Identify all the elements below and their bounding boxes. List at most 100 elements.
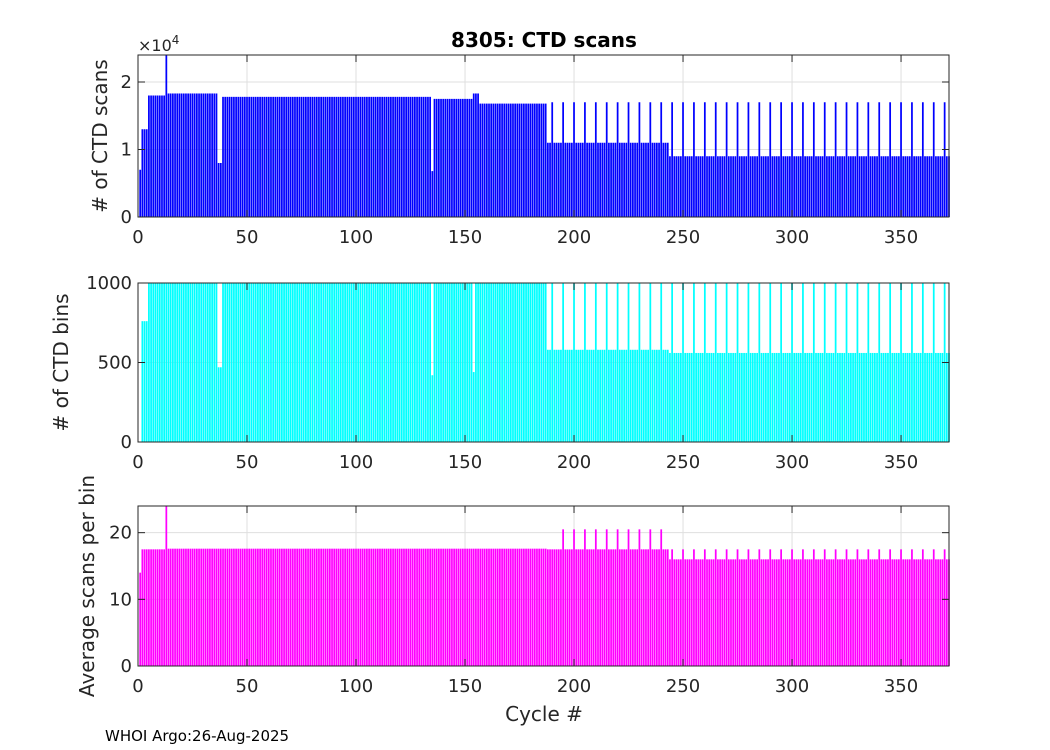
bar-cycle-35: Cycle 35: 17.6 xyxy=(213,548,216,666)
bar-cycle-336: Cycle 336: 16 xyxy=(869,559,872,666)
bar-cycle-195: Cycle 195: 17000 xyxy=(562,102,564,217)
bar-cycle-50: Cycle 50: 1000 xyxy=(246,283,248,442)
y-tick-label: 10 xyxy=(109,589,132,610)
bar-cycle-137: Cycle 137: 17.6 xyxy=(435,548,438,666)
bar-cycle-307: Cycle 307: 16 xyxy=(806,559,809,666)
bar-cycle-179: Cycle 179: 1000 xyxy=(527,283,530,442)
bar-cycle-142: Cycle 142: 17500 xyxy=(446,98,449,218)
bar-cycle-189: Cycle 189: 580 xyxy=(549,349,551,442)
bar-cycle-358: Cycle 358: 9000 xyxy=(917,156,920,217)
bar-cycle-301: Cycle 301: 16 xyxy=(793,559,796,666)
bar-cycle-179: Cycle 179: 17.6 xyxy=(527,548,530,666)
bar-cycle-169: Cycle 169: 17.6 xyxy=(505,548,508,666)
bar-cycle-312: Cycle 312: 9000 xyxy=(817,156,820,217)
bar-cycle-183: Cycle 183: 1000 xyxy=(536,283,538,442)
bar-cycle-208: Cycle 208: 11000 xyxy=(590,142,593,217)
bar-cycle-52: Cycle 52: 17.6 xyxy=(250,548,253,666)
bar-cycle-53: Cycle 53: 17800 xyxy=(252,96,255,217)
bar-cycle-168: Cycle 168: 16800 xyxy=(503,103,506,217)
bar-cycle-122: Cycle 122: 17800 xyxy=(403,96,405,217)
bar-cycle-162: Cycle 162: 1000 xyxy=(490,283,493,442)
bar-cycle-281: Cycle 281: 9000 xyxy=(749,156,752,217)
bar-cycle-71: Cycle 71: 17.6 xyxy=(291,548,294,666)
bar-cycle-224: Cycle 224: 11000 xyxy=(625,142,628,217)
bar-cycle-30: Cycle 30: 18300 xyxy=(202,93,205,217)
bar-cycle-99: Cycle 99: 17.6 xyxy=(352,548,355,666)
bar-cycle-53: Cycle 53: 17.6 xyxy=(252,548,255,666)
bar-cycle-194: Cycle 194: 17.5 xyxy=(560,549,562,666)
bar-cycle-112: Cycle 112: 17.6 xyxy=(381,548,384,666)
x-tick-label: 100 xyxy=(339,452,373,473)
bar-cycle-17: Cycle 17: 1000 xyxy=(174,283,176,442)
bar-cycle-75: Cycle 75: 17800 xyxy=(300,96,303,217)
bar-cycle-348: Cycle 348: 560 xyxy=(895,352,898,442)
bar-cycle-14: Cycle 14: 17.6 xyxy=(167,548,170,666)
bar-cycle-178: Cycle 178: 16800 xyxy=(525,103,527,217)
bar-cycle-10: Cycle 10: 17.5 xyxy=(158,549,161,666)
bar-cycle-3: Cycle 3: 13000 xyxy=(143,129,146,217)
bar-cycle-295: Cycle 295: 17.5 xyxy=(780,549,782,666)
bar-cycle-332: Cycle 332: 9000 xyxy=(860,156,863,217)
bar-cycle-170: Cycle 170: 1000 xyxy=(507,283,510,442)
bar-cycle-228: Cycle 228: 17.5 xyxy=(634,549,636,666)
bar-cycle-306: Cycle 306: 9000 xyxy=(804,156,806,217)
bar-cycle-355: Cycle 355: 17000 xyxy=(911,102,913,217)
bar-cycle-279: Cycle 279: 9000 xyxy=(745,156,748,217)
bar-cycle-337: Cycle 337: 16 xyxy=(871,559,874,666)
bar-cycle-301: Cycle 301: 560 xyxy=(793,352,796,442)
bar-cycle-64: Cycle 64: 17800 xyxy=(276,96,279,217)
bar-cycle-201: Cycle 201: 17.5 xyxy=(575,549,578,666)
bar-cycle-105: Cycle 105: 17.6 xyxy=(366,548,368,666)
bar-cycle-95: Cycle 95: 1000 xyxy=(344,283,346,442)
bar-cycle-356: Cycle 356: 560 xyxy=(913,352,915,442)
bar-cycle-308: Cycle 308: 16 xyxy=(808,559,811,666)
bar-cycle-253: Cycle 253: 16 xyxy=(688,559,691,666)
bar-cycle-127: Cycle 127: 17800 xyxy=(414,96,416,217)
bar-cycle-316: Cycle 316: 9000 xyxy=(826,156,828,217)
bar-cycle-230: Cycle 230: 1000 xyxy=(638,283,641,442)
bar-cycle-342: Cycle 342: 560 xyxy=(882,352,885,442)
bar-cycle-267: Cycle 267: 9000 xyxy=(719,156,721,217)
bar-cycle-217: Cycle 217: 11000 xyxy=(610,142,612,217)
bar-cycle-93: Cycle 93: 17800 xyxy=(339,96,342,217)
bar-cycle-104: Cycle 104: 1000 xyxy=(363,283,366,442)
bar-cycle-317: Cycle 317: 9000 xyxy=(828,156,830,217)
bar-cycle-272: Cycle 272: 560 xyxy=(730,352,732,442)
bar-cycle-153: Cycle 153: 17500 xyxy=(470,98,473,218)
bar-cycle-141: Cycle 141: 17.6 xyxy=(444,548,447,666)
bar-cycle-130: Cycle 130: 17.6 xyxy=(420,548,423,666)
bar-cycle-255: Cycle 255: 1000 xyxy=(693,283,695,442)
bar-cycle-76: Cycle 76: 17.6 xyxy=(302,548,305,666)
bar-cycle-292: Cycle 292: 560 xyxy=(773,352,776,442)
bar-cycle-21: Cycle 21: 17.6 xyxy=(182,548,185,666)
bar-cycle-140: Cycle 140: 1000 xyxy=(442,283,445,442)
bar-cycle-212: Cycle 212: 11000 xyxy=(599,142,602,217)
bar-cycle-68: Cycle 68: 17800 xyxy=(285,96,288,217)
bar-cycle-330: Cycle 330: 1000 xyxy=(856,283,859,442)
bar-cycle-21: Cycle 21: 1000 xyxy=(182,283,185,442)
bar-cycle-274: Cycle 274: 560 xyxy=(734,352,737,442)
bar-cycle-253: Cycle 253: 560 xyxy=(688,352,691,442)
bar-cycle-130: Cycle 130: 1000 xyxy=(420,283,423,442)
bar-cycle-170: Cycle 170: 17.6 xyxy=(507,548,510,666)
bar-cycle-137: Cycle 137: 17500 xyxy=(435,98,438,218)
bar-cycle-145: Cycle 145: 17500 xyxy=(453,98,455,218)
bar-cycle-66: Cycle 66: 17800 xyxy=(281,96,283,217)
bar-cycle-44: Cycle 44: 17800 xyxy=(233,96,235,217)
bar-cycle-293: Cycle 293: 9000 xyxy=(775,156,778,217)
bar-cycle-29: Cycle 29: 1000 xyxy=(200,283,203,442)
bar-cycle-115: Cycle 115: 17800 xyxy=(387,96,390,217)
bar-cycle-238: Cycle 238: 580 xyxy=(655,349,658,442)
bar-cycle-26: Cycle 26: 18300 xyxy=(193,93,196,217)
bar-cycle-371: Cycle 371: 560 xyxy=(945,352,948,442)
bar-cycle-31: Cycle 31: 17.6 xyxy=(204,548,207,666)
bar-cycle-186: Cycle 186: 1000 xyxy=(542,283,545,442)
bar-cycle-215: Cycle 215: 1000 xyxy=(605,283,608,442)
bar-cycle-363: Cycle 363: 9000 xyxy=(928,156,931,217)
bar-cycle-149: Cycle 149: 17500 xyxy=(461,98,464,218)
bar-cycle-117: Cycle 117: 17800 xyxy=(392,96,394,217)
bar-cycle-244: Cycle 244: 9000 xyxy=(669,156,671,217)
bar-cycle-120: Cycle 120: 17800 xyxy=(398,96,401,217)
bar-cycle-51: Cycle 51: 17800 xyxy=(248,96,251,217)
bar-cycle-125: Cycle 125: 1000 xyxy=(409,283,412,442)
